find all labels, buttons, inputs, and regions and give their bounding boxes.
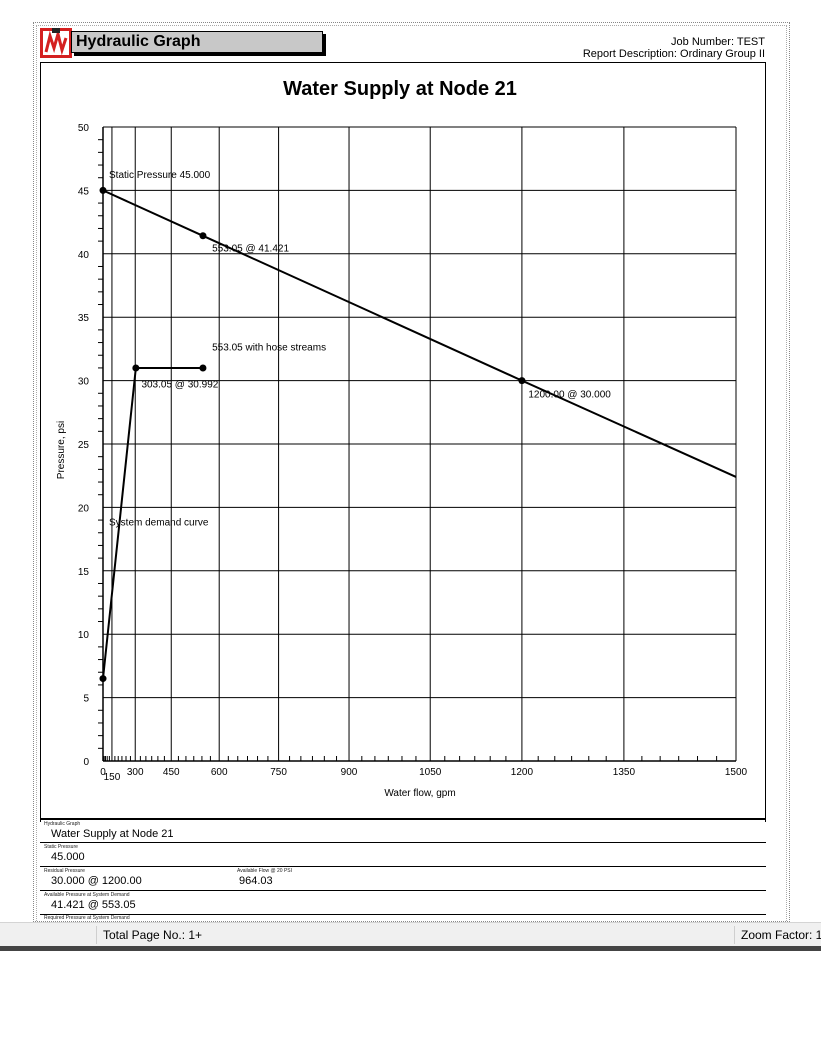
y-axis-label: Pressure, psi: [56, 421, 67, 479]
y-tick-label: 15: [78, 567, 90, 578]
window-bottom-edge: [0, 946, 821, 951]
total-pages-indicator: Total Page No.: 1+: [96, 926, 723, 944]
data-point-marker: [99, 186, 107, 194]
x-tick-label: 150: [104, 772, 121, 783]
y-tick-label: 45: [78, 186, 90, 197]
x-tick-label: 750: [270, 767, 287, 778]
data-label: 303.05 @ 30.992: [141, 379, 218, 390]
y-tick-label: 35: [78, 313, 90, 324]
y-tick-label: 10: [78, 630, 90, 641]
x-tick-label: 300: [127, 767, 144, 778]
summary-table: Hydraulic Graph Water Supply at Node 21 …: [40, 818, 766, 921]
available-pressure-value: 41.421 @ 553.05: [51, 899, 136, 911]
chart-frame: [40, 62, 766, 822]
residual-pressure-value: 30.000 @ 1200.00: [51, 875, 142, 887]
residual-pressure-caption: Residual Pressure: [44, 868, 85, 874]
graph-caption: Hydraulic Graph: [44, 821, 81, 827]
available-flow-caption: Available Flow @ 20 PSI: [237, 868, 293, 874]
x-tick-label: 1200: [511, 767, 534, 778]
report-description: Report Description: Ordinary Group II: [582, 48, 765, 60]
y-tick-label: 5: [83, 694, 89, 705]
y-tick-label: 40: [78, 250, 90, 261]
summary-row-residual: Residual Pressure 30.000 @ 1200.00 Avail…: [40, 866, 766, 891]
y-tick-label: 30: [78, 377, 90, 388]
y-tick-label: 0: [83, 757, 89, 768]
static-pressure-caption: Static Pressure: [44, 844, 78, 850]
x-tick-label: 900: [341, 767, 358, 778]
zoom-factor-indicator: Zoom Factor: 1: [734, 926, 821, 944]
data-point-marker: [199, 232, 207, 240]
y-tick-label: 50: [78, 123, 90, 134]
static-pressure-value: 45.000: [51, 851, 85, 863]
water-supply-curve: [102, 189, 737, 478]
job-number: Job Number: TEST: [671, 36, 765, 48]
chart-title: Water Supply at Node 21: [283, 78, 517, 100]
summary-row-required: Required Pressure at System Demand: [40, 914, 766, 921]
hydraulic-report-icon: [40, 28, 72, 58]
data-label: Static Pressure 45.000: [109, 170, 211, 181]
summary-row-static: Static Pressure 45.000: [40, 842, 766, 867]
x-tick-label: 1500: [725, 767, 748, 778]
summary-row-graph: Hydraulic Graph Water Supply at Node 21: [40, 818, 766, 844]
x-tick-label: 450: [163, 767, 180, 778]
data-point-marker: [132, 364, 140, 372]
hydraulic-chart: Water Supply at Node 21 0 5 10 15 20 25 30 35 40 4…: [56, 78, 748, 799]
data-point-marker: [99, 675, 107, 683]
report-viewer: Hydraulic Graph Job Number: TEST Report …: [33, 22, 790, 925]
status-bar: Total Page No.: 1+ Zoom Factor: 1: [0, 922, 821, 947]
x-tick-label: 0: [100, 767, 106, 778]
required-pressure-caption: Required Pressure at System Demand: [44, 915, 130, 921]
report-title: Hydraulic Graph: [71, 31, 323, 53]
page-outer-border: [33, 22, 790, 922]
graph-name: Water Supply at Node 21: [51, 828, 174, 840]
x-axis-label: Water flow, gpm: [384, 788, 455, 799]
y-tick-label: 25: [78, 440, 90, 451]
x-tick-label: 600: [211, 767, 228, 778]
data-point-marker: [518, 377, 526, 385]
y-tick-label: 20: [78, 503, 90, 514]
data-label: 553.05 with hose streams: [212, 343, 326, 354]
x-tick-label: 1050: [419, 767, 442, 778]
data-label: 553.05 @ 41.421: [212, 244, 289, 255]
data-label: System demand curve: [109, 518, 209, 529]
available-pressure-caption: Available Pressure at System Demand: [44, 892, 130, 898]
data-point-marker: [199, 364, 207, 372]
available-flow-value: 964.03: [239, 875, 273, 887]
summary-row-available: Available Pressure at System Demand 41.4…: [40, 890, 766, 915]
data-label: 1200.00 @ 30.000: [528, 390, 611, 401]
x-tick-label: 1350: [613, 767, 636, 778]
